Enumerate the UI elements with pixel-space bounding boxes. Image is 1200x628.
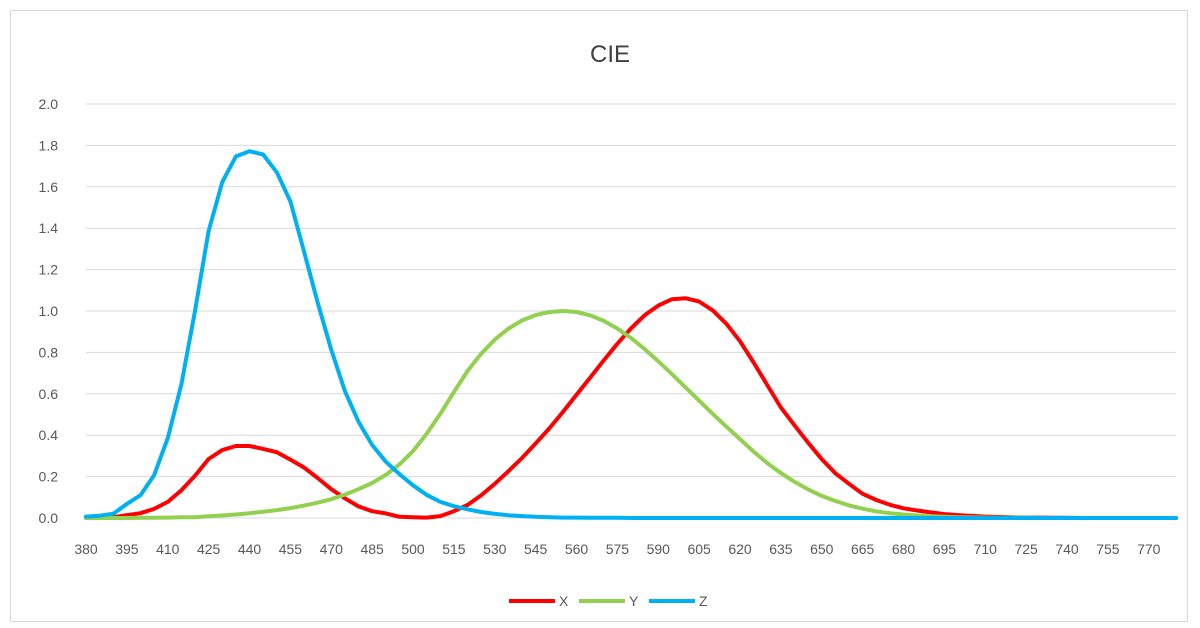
- y-tick-label: 1.0: [39, 303, 59, 319]
- y-tick-label: 1.8: [39, 137, 59, 153]
- legend-label-y: Y: [629, 593, 639, 609]
- y-tick-label: 1.6: [39, 179, 59, 195]
- series-line-z: [84, 149, 1178, 520]
- x-tick-label: 695: [933, 541, 957, 557]
- x-tick-label: 380: [74, 541, 98, 557]
- x-tick-label: 545: [524, 541, 548, 557]
- legend-label-x: X: [559, 593, 569, 609]
- x-tick-label: 395: [115, 541, 139, 557]
- series-lines: [84, 149, 1178, 520]
- x-tick-label: 590: [647, 541, 671, 557]
- x-tick-label: 665: [851, 541, 875, 557]
- x-tick-label: 485: [360, 541, 384, 557]
- series-line-y: [84, 309, 1178, 520]
- axes: 0.0 0.2 0.4 0.6 0.8 1.0 1.2 1.4 1.6 1.8 2.0 380 395 4…: [39, 96, 1176, 557]
- y-tick-label: 1.2: [39, 262, 59, 278]
- gridlines: [86, 103, 1176, 478]
- x-tick-label: 725: [1014, 541, 1038, 557]
- series-line-x: [84, 296, 1178, 520]
- x-tick-label: 635: [769, 541, 793, 557]
- x-tick-label: 680: [892, 541, 916, 557]
- x-tick-label: 620: [728, 541, 752, 557]
- legend-label-z: Z: [699, 593, 708, 609]
- legend: X Y Z: [509, 593, 708, 609]
- x-tick-label: 440: [238, 541, 262, 557]
- x-tick-label: 530: [483, 541, 507, 557]
- x-tick-label: 560: [565, 541, 589, 557]
- chart-title: CIE: [590, 41, 630, 68]
- x-tick-label: 515: [442, 541, 466, 557]
- y-tick-label: 0.6: [39, 386, 59, 402]
- x-tick-label: 455: [279, 541, 303, 557]
- x-tick-label: 575: [606, 541, 630, 557]
- y-tick-label: 1.4: [39, 220, 59, 236]
- x-tick-label: 605: [687, 541, 711, 557]
- x-tick-label: 770: [1137, 541, 1161, 557]
- y-tick-label: 2.0: [39, 96, 59, 112]
- x-tick-label: 710: [974, 541, 998, 557]
- y-tick-label: 0.2: [39, 469, 59, 485]
- x-tick-label: 500: [401, 541, 425, 557]
- x-tick-label: 650: [810, 541, 834, 557]
- x-tick-label: 425: [197, 541, 221, 557]
- x-tick-label: 410: [156, 541, 180, 557]
- y-tick-label: 0.4: [39, 427, 59, 443]
- x-tick-label: 740: [1055, 541, 1079, 557]
- x-tick-label: 755: [1096, 541, 1120, 557]
- y-tick-label: 0.8: [39, 344, 59, 360]
- x-tick-label: 470: [320, 541, 344, 557]
- y-tick-label: 0.0: [39, 510, 59, 526]
